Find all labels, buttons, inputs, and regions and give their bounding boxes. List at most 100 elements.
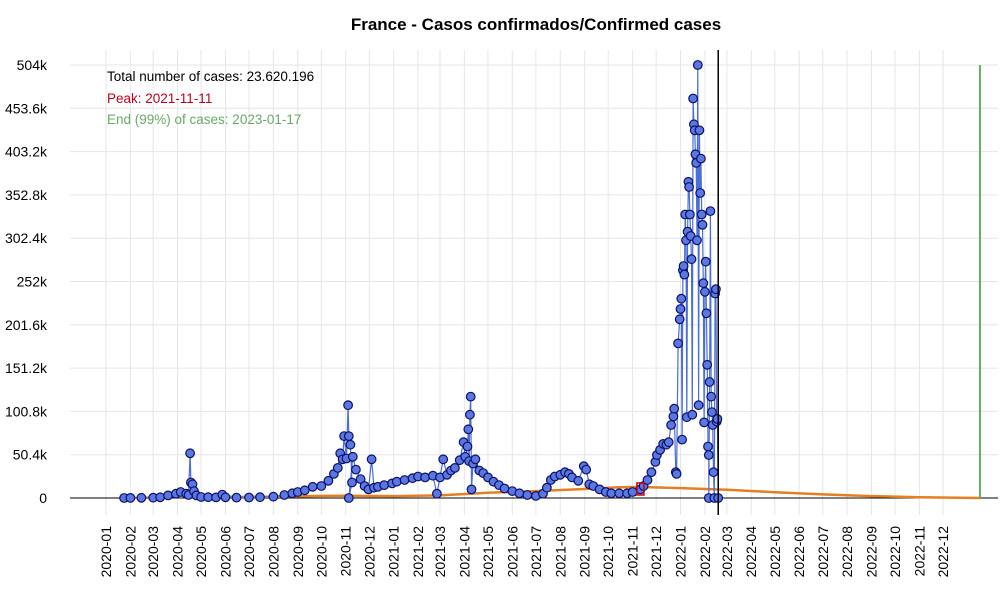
x-tick-label: 2020-11 <box>338 526 354 577</box>
grid-layer <box>70 50 998 515</box>
data-point <box>351 464 361 475</box>
data-point <box>522 490 533 500</box>
x-tick-label: 2022-07 <box>815 526 831 578</box>
data-point <box>323 475 334 486</box>
x-tick-label: 2020-07 <box>241 526 257 578</box>
data-point <box>696 209 707 220</box>
data-point <box>693 400 704 411</box>
y-tick-label: 50.4k <box>13 447 48 463</box>
data-point <box>465 409 475 420</box>
annot-layer: Total number of cases: 23.620.196 Peak: … <box>107 69 314 127</box>
x-tick-label: 2021-10 <box>600 526 616 578</box>
data-point <box>703 450 714 460</box>
y-tick-label: 151.2k <box>5 360 48 376</box>
annotation-total: Total number of cases: 23.620.196 <box>107 69 314 84</box>
data-point <box>696 153 706 164</box>
y-tick-label: 403.2k <box>5 144 48 160</box>
data-point <box>663 437 674 448</box>
x-tick-label: 2021-08 <box>552 526 568 578</box>
data-point <box>573 475 584 486</box>
data-point <box>316 481 327 491</box>
x-tick-label: 2022-04 <box>743 526 759 578</box>
x-tick-label: 2021-12 <box>648 526 664 578</box>
x-tick-label: 2022-06 <box>791 526 807 578</box>
data-point <box>704 377 715 387</box>
data-point <box>669 403 680 414</box>
data-point <box>244 492 254 503</box>
data-point <box>692 60 703 70</box>
data-point <box>450 463 460 473</box>
data-point <box>699 417 709 428</box>
y-tick-label: 504k <box>17 57 48 73</box>
data-point <box>685 209 695 220</box>
data-point <box>646 467 657 478</box>
x-tick-label: 2022-02 <box>697 526 713 578</box>
data-point <box>432 488 442 499</box>
x-tick-label: 2022-10 <box>887 526 903 578</box>
data-point <box>702 359 713 370</box>
data-point <box>347 451 358 462</box>
data-point <box>671 469 682 479</box>
data-point <box>673 338 683 349</box>
x-tick-label: 2020-01 <box>98 526 114 578</box>
data-point <box>155 492 166 503</box>
point-layer <box>119 60 724 503</box>
data-point <box>299 485 310 496</box>
data-point <box>705 206 716 217</box>
data-point <box>676 293 687 304</box>
data-point <box>268 491 279 502</box>
data-point <box>366 454 377 465</box>
data-point <box>279 490 290 500</box>
x-tick-label: 2021-09 <box>577 526 593 578</box>
x-tick-label: 2021-02 <box>410 526 426 578</box>
data-point <box>391 476 402 487</box>
x-tick-label: 2020-04 <box>170 526 186 578</box>
data-point <box>666 420 676 430</box>
data-point <box>688 93 698 104</box>
data-point <box>675 304 686 314</box>
y-tick-label: 201.6k <box>5 317 48 333</box>
data-point <box>581 464 592 475</box>
x-tick-label: 2022-05 <box>767 526 783 578</box>
data-point <box>706 391 717 402</box>
data-point <box>692 235 702 246</box>
x-tick-label: 2021-11 <box>625 526 641 577</box>
x-tick-label: 2021-01 <box>386 526 402 578</box>
data-point <box>399 475 410 485</box>
x-tick-label: 2020-10 <box>313 526 329 578</box>
x-tick-label: 2022-09 <box>863 526 879 578</box>
y-tick-label: 302.4k <box>5 230 48 246</box>
marker-layer <box>636 50 981 515</box>
data-point <box>255 492 265 503</box>
data-point <box>465 391 476 402</box>
x-tick-label: 2020-12 <box>361 526 377 578</box>
data-point <box>347 477 357 488</box>
data-point <box>307 481 318 492</box>
data-point <box>514 488 525 499</box>
data-point <box>463 424 474 435</box>
x-tick-label: 2020-08 <box>265 526 281 578</box>
x-tick-label: 2022-11 <box>911 526 927 577</box>
data-point <box>700 286 710 297</box>
data-point <box>700 256 711 267</box>
chart-title: France - Casos confirmados/Confirmed cas… <box>351 15 721 34</box>
x-tick-label: 2020-06 <box>217 526 233 578</box>
data-point <box>687 409 698 420</box>
x-tick-label: 2020-05 <box>193 526 209 578</box>
data-point <box>466 484 477 495</box>
data-point <box>343 493 354 503</box>
y-tick-label: 0 <box>39 490 47 506</box>
y-tick-label: 352.8k <box>5 187 48 203</box>
data-point <box>343 431 354 442</box>
x-tick-label: 2021-07 <box>528 526 544 578</box>
data-point <box>707 407 717 418</box>
axis-layer: 0 50.4k 100.8k 151.2k 201.6k 252k 302.4k 352.8k… <box>5 57 998 577</box>
data-point <box>220 492 231 503</box>
data-point <box>695 188 706 198</box>
peak-marker <box>636 482 645 496</box>
data-point <box>136 492 147 503</box>
y-tick-label: 100.8k <box>5 403 48 419</box>
data-point <box>462 441 473 452</box>
x-tick-label: 2021-03 <box>432 526 448 578</box>
